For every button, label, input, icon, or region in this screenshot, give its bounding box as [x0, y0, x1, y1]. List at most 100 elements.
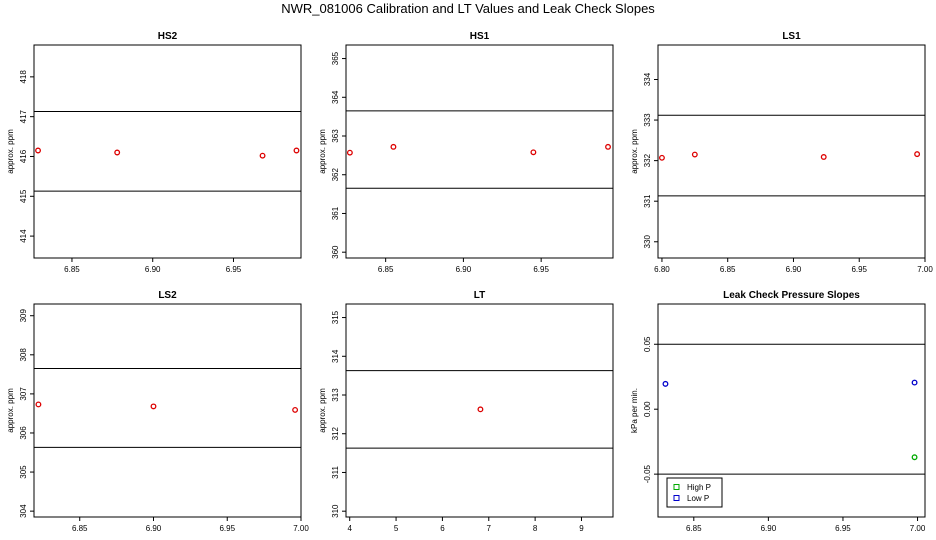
y-tick-label: 307: [19, 387, 28, 401]
y-tick-label: -0.05: [643, 464, 652, 483]
data-point: [530, 149, 537, 156]
y-tick-label: 314: [331, 349, 340, 363]
plot-frame: [657, 303, 926, 518]
legend-marker: [673, 484, 680, 490]
data-point: [691, 151, 698, 158]
data-point: [35, 401, 42, 408]
panel-title: Leak Check Pressure Slopes: [723, 290, 860, 301]
y-tick-label: 309: [19, 309, 28, 323]
y-tick-label: 312: [331, 427, 340, 441]
panel-title: HS2: [158, 31, 178, 42]
y-tick-label: 362: [331, 168, 340, 182]
y-tick-label: 364: [331, 90, 340, 104]
y-tick-label: 304: [19, 504, 28, 518]
x-tick-label: 5: [394, 524, 399, 533]
y-tick-label: 418: [19, 70, 28, 84]
y-tick-label: 417: [19, 109, 28, 123]
x-tick-label: 7.00: [293, 524, 309, 533]
y-tick-label: 311: [331, 466, 340, 479]
y-axis-label: approx. ppm: [630, 129, 639, 174]
x-tick-label: 6.90: [786, 265, 802, 274]
x-tick-label: 6.95: [851, 265, 867, 274]
data-point: [911, 454, 918, 461]
plot-frame: [33, 44, 302, 259]
data-point: [658, 154, 665, 161]
panel-1: HS1 6.85 6.90 6.95 360 361 362 363 364 365 approx.…: [318, 31, 614, 274]
x-tick-label: 6.90: [145, 265, 161, 274]
y-tick-label: 0.05: [643, 336, 652, 352]
data-point: [35, 147, 41, 154]
y-tick-label: 334: [643, 72, 652, 86]
panel-title: LT: [474, 290, 485, 301]
panel-5: Leak Check Pressure Slopes 6.85 6.90 6.95 7.…: [630, 290, 926, 533]
x-tick-label: 6.95: [835, 524, 851, 533]
data-point: [820, 154, 827, 160]
legend-label: Low P: [687, 494, 709, 503]
figure-title: NWR_081006 Calibration and LT Values and…: [281, 1, 655, 16]
plot-frame: [657, 44, 926, 259]
y-axis-label: approx. ppm: [318, 129, 327, 174]
x-tick-label: 6.85: [686, 524, 702, 533]
y-tick-label: 308: [19, 348, 28, 362]
y-tick-label: 331: [643, 194, 652, 208]
data-point: [259, 152, 266, 159]
x-tick-label: 6.95: [533, 265, 549, 274]
y-tick-label: 363: [331, 129, 340, 143]
y-tick-label: 315: [331, 310, 340, 324]
x-tick-label: 6.85: [378, 265, 394, 274]
x-tick-label: 9: [579, 524, 584, 533]
y-axis-label: approx. ppm: [6, 129, 15, 174]
y-tick-label: 306: [19, 426, 28, 440]
y-tick-label: 313: [331, 388, 340, 402]
x-tick-label: 7: [487, 524, 492, 533]
data-point: [390, 143, 397, 150]
y-tick-label: 332: [643, 153, 652, 167]
x-tick-label: 7.00: [917, 265, 933, 274]
x-tick-label: 7.00: [910, 524, 926, 533]
y-tick-label: 414: [19, 229, 28, 243]
y-tick-label: 365: [331, 51, 340, 65]
plot-frame: [33, 303, 302, 518]
data-point: [114, 149, 121, 156]
x-tick-label: 6.90: [456, 265, 472, 274]
data-point: [346, 149, 353, 156]
x-tick-label: 6.85: [72, 524, 88, 533]
data-point: [477, 406, 484, 413]
y-tick-label: 310: [331, 504, 340, 518]
y-axis-label: kPa per min.: [630, 388, 639, 433]
x-tick-label: 6.85: [64, 265, 80, 274]
panel-title: LS1: [782, 31, 801, 42]
data-point: [150, 403, 157, 410]
y-tick-label: 360: [331, 245, 340, 259]
y-tick-label: 416: [19, 149, 28, 163]
panel-2: LS1 6.80 6.85 6.90 6.95 7.00 330 331 332 333 334 ap…: [630, 31, 933, 274]
y-tick-label: 361: [331, 206, 340, 220]
panel-title: HS1: [470, 31, 490, 42]
legend: High P Low P: [666, 477, 723, 508]
panel-3: LS2 6.85 6.90 6.95 7.00 304 305 306 307 308 309 app…: [6, 290, 309, 533]
y-tick-label: 330: [643, 235, 652, 249]
y-axis-label: approx. ppm: [318, 388, 327, 433]
x-tick-label: 6.90: [146, 524, 162, 533]
data-point: [605, 143, 611, 150]
data-point: [292, 406, 299, 413]
x-tick-label: 6.90: [761, 524, 777, 533]
panel-0: HS2 6.85 6.90 6.95 414 415 416 417 418 approx. pp…: [6, 31, 302, 274]
x-tick-label: 4: [347, 524, 352, 533]
x-tick-label: 8: [533, 524, 538, 533]
y-tick-label: 0.00: [643, 401, 652, 417]
panel-4: LT 4 5 6 7 8 9 310 311 312 313 314 315 approx. ppm: [318, 290, 614, 533]
plot-frame: [345, 303, 614, 518]
y-tick-label: 305: [19, 465, 28, 479]
legend-box: [666, 477, 723, 508]
data-point: [293, 147, 300, 154]
data-point: [914, 151, 921, 158]
plot-frame: [345, 44, 614, 259]
y-axis-label: approx. ppm: [6, 388, 15, 433]
x-tick-label: 6: [440, 524, 445, 533]
legend-label: High P: [687, 483, 711, 492]
data-point: [911, 379, 918, 386]
panel-title: LS2: [158, 290, 177, 301]
x-tick-label: 6.85: [720, 265, 736, 274]
